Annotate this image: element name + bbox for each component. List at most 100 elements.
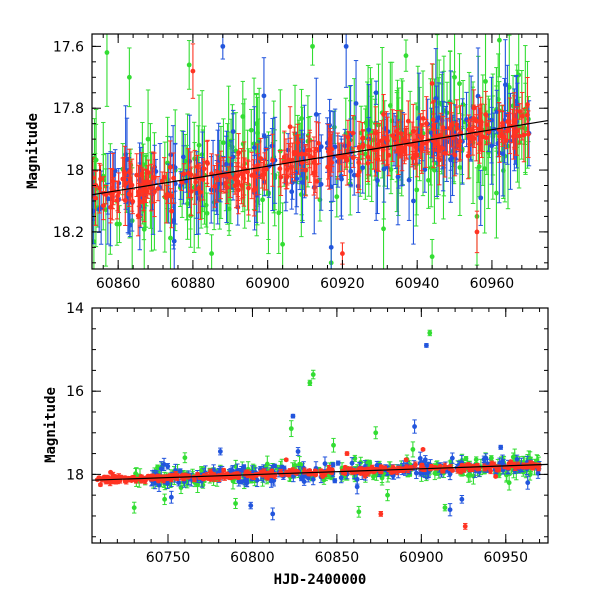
top-red-point <box>329 160 335 165</box>
top-green-point <box>432 167 437 173</box>
top-green-point <box>93 157 99 163</box>
top-green-point <box>457 165 463 170</box>
bottom-green-point <box>331 442 336 448</box>
top-red-point <box>171 175 176 181</box>
top-red-point <box>360 142 366 148</box>
top-red-point <box>232 183 238 189</box>
top-red-point <box>130 199 136 204</box>
bottom-green-point <box>371 474 376 480</box>
top-red-point <box>277 166 283 172</box>
top-red-point <box>126 169 132 175</box>
top-red-point <box>380 147 386 153</box>
top-y-axis-title: Magnitude <box>25 113 41 189</box>
top-green-point <box>168 235 173 241</box>
top-red-point <box>458 130 463 136</box>
top-green-point <box>426 177 431 183</box>
top-green-point <box>497 37 502 43</box>
top-green-point <box>126 74 132 80</box>
top-red-point <box>356 144 362 150</box>
bottom-blue-point <box>338 475 344 481</box>
bottom-green-point <box>473 457 479 463</box>
bottom-green-point <box>510 454 516 460</box>
top-red-point <box>511 117 517 123</box>
top-green-point <box>248 127 254 133</box>
top-blue-point <box>489 143 495 149</box>
bottom-green-point <box>199 468 204 473</box>
top-red-point <box>381 111 386 117</box>
top-blue-point <box>230 129 236 134</box>
bottom-blue-point <box>412 424 417 429</box>
bottom-blue-point <box>158 466 164 471</box>
bottom-green-point <box>307 380 313 386</box>
top-red-point <box>246 185 251 191</box>
top-red-point <box>303 167 309 173</box>
top-red-point <box>452 152 458 158</box>
top-x-tick-label: 60940 <box>395 276 440 292</box>
top-red-point <box>141 198 147 204</box>
top-green-point <box>429 254 435 260</box>
bottom-blue-point <box>161 462 167 467</box>
top-blue-point <box>351 172 357 178</box>
top-red-point <box>513 130 519 135</box>
top-red-point <box>159 178 165 184</box>
top-red-point <box>429 81 435 86</box>
bottom-blue-point <box>290 413 296 419</box>
top-red-point <box>195 164 200 170</box>
top-red-point <box>356 160 362 166</box>
top-red-point <box>155 186 161 192</box>
top-red-point <box>146 170 151 175</box>
top-red-point <box>288 165 294 170</box>
top-red-point <box>97 185 102 191</box>
top-blue-point <box>230 154 236 160</box>
top-series-green <box>92 34 531 269</box>
top-x-tick-label: 60860 <box>96 276 141 292</box>
top-blue-point <box>171 238 177 244</box>
top-blue-point <box>251 145 257 150</box>
top-green-point <box>186 62 192 68</box>
top-red-point <box>167 164 173 170</box>
bottom-green-point <box>506 480 512 486</box>
top-red-point <box>365 154 371 160</box>
top-red-point <box>474 118 479 124</box>
bottom-green-point <box>310 372 316 377</box>
top-green-point <box>505 143 511 149</box>
top-red-point <box>439 145 445 151</box>
top-y-tick-label: 18.2 <box>53 225 84 241</box>
top-red-point <box>423 121 429 126</box>
top-green-point <box>165 160 171 166</box>
top-red-point <box>147 185 153 191</box>
top-panel: 60860 60880 60900 60920 60940 60960 17.617.81… <box>25 33 549 292</box>
top-green-point <box>494 190 499 196</box>
top-red-point <box>519 113 525 119</box>
top-blue-point <box>294 176 300 182</box>
top-green-point <box>482 166 488 172</box>
top-x-ticks: 60860 60880 60900 60920 60940 60960 <box>96 34 538 292</box>
top-green-point <box>403 53 409 59</box>
top-red-point <box>307 147 313 153</box>
top-red-point <box>214 176 220 181</box>
bottom-blue-point <box>354 484 360 490</box>
top-red-point <box>454 126 460 131</box>
top-green-point <box>145 136 151 142</box>
top-red-point <box>252 174 258 179</box>
top-red-point <box>420 116 426 121</box>
top-red-point <box>500 120 505 126</box>
top-red-point <box>93 195 99 201</box>
top-red-point <box>511 133 516 139</box>
top-red-point <box>169 208 175 214</box>
top-red-point <box>252 186 258 192</box>
bottom-blue-point <box>168 494 174 500</box>
bottom-green-point <box>288 426 294 432</box>
top-red-point <box>181 171 187 177</box>
bottom-green-point <box>463 456 469 461</box>
top-green-point <box>389 118 395 124</box>
top-blue-point <box>395 174 401 180</box>
top-blue-point <box>318 144 324 150</box>
top-green-point <box>255 130 260 136</box>
top-red-point <box>122 170 128 176</box>
top-red-point <box>233 173 239 179</box>
bottom-blue-point <box>322 461 328 467</box>
top-x-tick-label: 60880 <box>171 276 216 292</box>
top-green-point <box>104 50 110 55</box>
top-red-point <box>447 125 453 131</box>
